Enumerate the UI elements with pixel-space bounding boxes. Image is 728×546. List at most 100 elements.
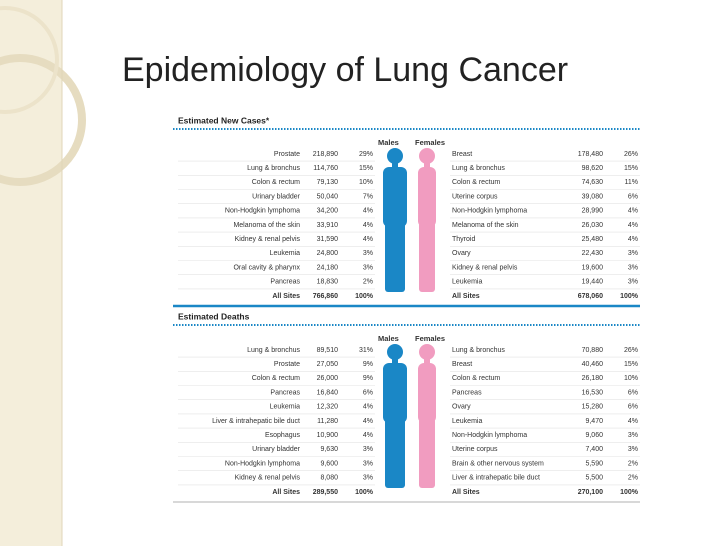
case-percent: 3% <box>628 264 638 271</box>
cancer-site: Prostate <box>274 361 300 368</box>
case-percent: 4% <box>628 208 638 215</box>
cancer-site: Pancreas <box>452 389 482 396</box>
silhouette-head <box>419 148 435 164</box>
cancer-site: Ovary <box>452 404 471 411</box>
females-header: Females <box>415 138 445 147</box>
case-percent: 2% <box>628 475 638 482</box>
cancer-site: Kidney & renal pelvis <box>452 264 518 271</box>
silhouette-legs <box>385 222 405 292</box>
case-count: 178,480 <box>578 151 603 158</box>
case-count: 98,620 <box>582 165 604 172</box>
case-percent: 100% <box>620 489 639 496</box>
case-count: 79,130 <box>317 179 339 186</box>
case-percent: 3% <box>363 250 373 257</box>
case-percent: 4% <box>628 222 638 229</box>
cancer-site: Urinary bladder <box>252 193 301 200</box>
case-percent: 6% <box>363 389 373 396</box>
cancer-site: Prostate <box>274 151 300 158</box>
case-percent: 6% <box>628 404 638 411</box>
cancer-site: Oral cavity & pharynx <box>233 264 300 271</box>
case-count: 70,880 <box>582 347 604 354</box>
case-count: 15,280 <box>582 404 604 411</box>
case-count: 26,000 <box>317 375 339 382</box>
cancer-site: Non-Hodgkin lymphoma <box>452 208 527 215</box>
cancer-site: Melanoma of the skin <box>452 222 519 229</box>
cancer-site: All Sites <box>452 489 480 496</box>
case-percent: 4% <box>363 208 373 215</box>
case-count: 31,590 <box>317 236 339 243</box>
silhouette-neck <box>392 162 398 168</box>
case-percent: 3% <box>363 446 373 453</box>
case-count: 74,630 <box>582 179 604 186</box>
cancer-site: Brain & other nervous system <box>452 460 544 467</box>
case-count: 10,900 <box>317 432 339 439</box>
case-count: 39,080 <box>582 193 604 200</box>
cancer-site: Colon & rectum <box>252 179 300 186</box>
case-percent: 9% <box>363 375 373 382</box>
case-count: 5,590 <box>585 460 603 467</box>
case-percent: 4% <box>363 236 373 243</box>
case-count: 678,060 <box>578 293 603 300</box>
case-percent: 15% <box>624 361 638 368</box>
case-percent: 15% <box>359 165 373 172</box>
cancer-site: Lung & bronchus <box>247 347 300 354</box>
case-percent: 26% <box>624 151 638 158</box>
silhouette-legs <box>419 418 435 488</box>
cancer-site: Colon & rectum <box>452 179 500 186</box>
case-percent: 2% <box>363 279 373 286</box>
cancer-site: Leukemia <box>270 250 300 257</box>
case-count: 27,050 <box>317 361 339 368</box>
case-percent: 10% <box>359 179 373 186</box>
case-count: 19,600 <box>582 264 604 271</box>
cancer-site: Thyroid <box>452 236 475 243</box>
case-count: 7,400 <box>585 446 603 453</box>
case-count: 22,430 <box>582 250 604 257</box>
cancer-site: Esophagus <box>265 432 301 439</box>
cancer-site: Liver & intrahepatic bile duct <box>452 475 540 482</box>
section-title: Estimated Deaths <box>178 311 250 321</box>
cancer-site: Leukemia <box>452 279 482 286</box>
case-count: 16,530 <box>582 389 604 396</box>
case-percent: 4% <box>363 418 373 425</box>
case-percent: 100% <box>355 293 374 300</box>
silhouette-head <box>419 344 435 360</box>
case-percent: 3% <box>628 279 638 286</box>
case-percent: 9% <box>363 361 373 368</box>
case-percent: 3% <box>363 460 373 467</box>
case-percent: 15% <box>624 165 638 172</box>
case-count: 289,550 <box>313 489 338 496</box>
case-count: 26,030 <box>582 222 604 229</box>
cancer-site: Leukemia <box>270 404 300 411</box>
case-percent: 6% <box>628 193 638 200</box>
cancer-site: Lung & bronchus <box>452 347 505 354</box>
case-count: 114,760 <box>313 165 338 172</box>
silhouette-head <box>387 344 403 360</box>
section-title: Estimated New Cases* <box>178 115 270 125</box>
case-count: 26,180 <box>582 375 604 382</box>
case-percent: 11% <box>625 179 639 186</box>
case-count: 25,480 <box>582 236 604 243</box>
cancer-site: Breast <box>452 151 472 158</box>
case-count: 270,100 <box>578 489 603 496</box>
case-count: 19,440 <box>582 279 604 286</box>
cancer-site: Ovary <box>452 250 471 257</box>
case-count: 9,630 <box>320 446 338 453</box>
cancer-site: Leukemia <box>452 418 482 425</box>
case-count: 18,830 <box>317 279 339 286</box>
case-count: 766,860 <box>313 293 338 300</box>
cancer-site: Pancreas <box>270 389 300 396</box>
case-count: 11,280 <box>317 418 338 425</box>
case-percent: 4% <box>628 418 638 425</box>
cancer-site: Breast <box>452 361 472 368</box>
silhouette-body <box>418 363 436 423</box>
cancer-site: Non-Hodgkin lymphoma <box>225 460 300 467</box>
cancer-site: All Sites <box>272 489 300 496</box>
cancer-site: Kidney & renal pelvis <box>235 475 301 482</box>
silhouette-neck <box>392 358 398 364</box>
case-count: 50,040 <box>317 193 339 200</box>
cancer-site: Urinary bladder <box>252 446 301 453</box>
case-percent: 3% <box>363 475 373 482</box>
case-percent: 26% <box>624 347 638 354</box>
cancer-site: Liver & intrahepatic bile duct <box>212 418 300 425</box>
cancer-site: Uterine corpus <box>452 446 498 453</box>
